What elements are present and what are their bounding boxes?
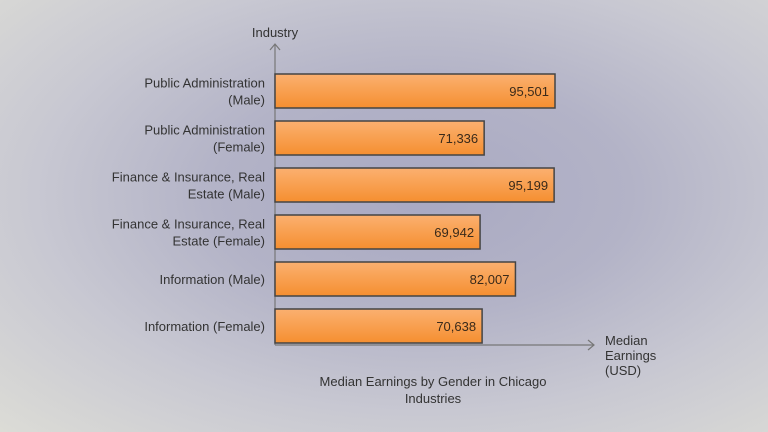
bar-value-label: 82,007 xyxy=(470,272,510,287)
bar xyxy=(274,261,517,297)
svg-text:Industries: Industries xyxy=(405,391,462,406)
bar xyxy=(274,120,485,156)
y-tick-label: Finance & Insurance, Real Estate (Female) xyxy=(112,217,265,249)
bar xyxy=(274,167,555,203)
bar xyxy=(274,73,556,109)
y-tick-label: Public Administration (Male) xyxy=(144,76,265,108)
bar xyxy=(274,214,481,250)
x-axis-arrow-icon xyxy=(587,339,595,351)
svg-text:(USD): (USD) xyxy=(605,363,641,378)
y-tick-label: Finance & Insurance, Real Estate (Male) xyxy=(112,170,265,202)
y-axis-arrow-icon xyxy=(269,43,281,51)
bar-value-label: 95,199 xyxy=(508,178,548,193)
bar-value-label: 69,942 xyxy=(434,225,474,240)
y-axis-label: Industry xyxy=(252,25,299,40)
bar-value-label: 71,336 xyxy=(438,131,478,146)
bar xyxy=(274,308,483,344)
y-tick-label: Information (Female) xyxy=(144,319,265,334)
svg-text:Earnings: Earnings xyxy=(605,348,657,363)
y-tick-label: Public Administration (Female) xyxy=(144,123,265,155)
svg-text:Median Earnings by Gender in C: Median Earnings by Gender in Chicago xyxy=(320,374,547,389)
svg-text:Median: Median xyxy=(605,333,648,348)
bar-value-label: 95,501 xyxy=(509,84,549,99)
bar-value-label: 70,638 xyxy=(436,319,476,334)
chart-title: Median Earnings by Gender in Chicago Indu… xyxy=(320,374,547,406)
y-tick-label: Information (Male) xyxy=(160,272,265,287)
